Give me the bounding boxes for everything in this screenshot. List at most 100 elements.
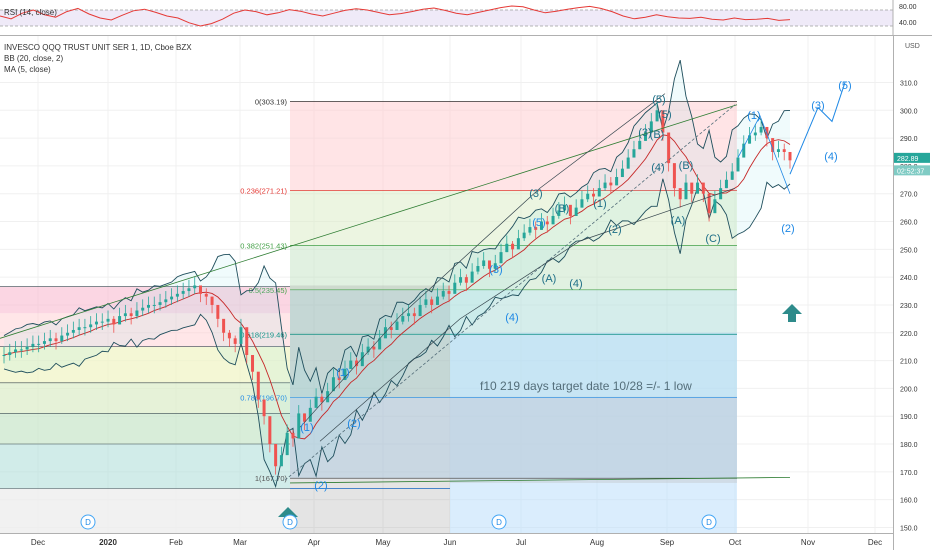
candle-body [545,221,549,225]
wave-label: (3) [489,264,502,276]
candle-body [83,327,87,329]
candle-body [158,302,162,305]
candle-body [782,149,786,152]
fib-level-label: 0.236(271.21) [240,186,287,195]
candle-body [672,163,676,189]
candle-body [129,313,133,317]
candle-body [251,355,255,372]
target-annotation: f10 219 days target date 10/28 =/- 1 low [480,379,692,393]
candle-body [239,327,243,344]
candle-body [146,304,150,308]
x-tick-label: Jul [516,538,526,547]
candle-body [418,304,422,317]
candle-body [181,291,185,294]
wave-label: (2) [347,418,360,430]
candle-body [389,327,393,330]
rsi-background [0,0,893,36]
price-tag-box [894,152,930,163]
ma-indicator-label[interactable]: MA (5, close) [4,65,51,74]
candle-body [788,151,792,161]
dividend-marker-label: D [287,518,293,527]
candle-body [210,296,214,305]
up-arrow-projection [782,304,802,322]
fib-zone [290,190,737,246]
candle-body [141,307,145,311]
candle-body [453,282,457,294]
candle-body [719,188,723,200]
candle-body [407,313,411,317]
candle-body [297,413,301,439]
candle-body [522,232,526,239]
candle-body [118,316,122,325]
candle-body [464,277,468,283]
candle-body [77,327,81,330]
fib-level-label: 0.382(251.43) [240,241,287,250]
candle-body [678,188,682,200]
candle-body [164,299,168,303]
dividend-marker [80,514,96,530]
fib-band-left [0,346,290,383]
rsi-label: RSI (14, close) [4,8,57,17]
candle-body [395,321,399,330]
x-tick-label: 2020 [99,538,117,547]
x-tick-label: Feb [169,538,183,547]
candle-body [274,444,278,467]
candle-body [337,377,341,381]
candle-body [187,288,191,292]
candle-body [360,352,364,367]
wave-label: (5) [532,217,545,229]
candle-body [771,138,775,152]
bb-indicator-label[interactable]: BB (20, close, 2) [4,54,64,63]
wave-label: (B) [650,129,665,141]
candle-body [487,260,491,269]
wave-label: (1) [300,422,313,434]
candle-body [707,193,711,214]
candle-body [534,227,538,230]
candle-body [736,157,740,172]
candle-body [476,266,480,272]
price-chart[interactable]: 0(303.19) 0.236(271.21) 0.382(251.43) 0.5(2… [0,36,932,550]
candle-body [89,324,93,328]
y-tick-label: 260.0 [900,220,918,227]
candle-body [308,407,312,422]
wave-label: (1) [336,367,349,379]
y-tick-label: 240.0 [900,275,918,282]
candle-body [667,132,671,164]
y-axis-background [893,36,932,550]
candle-body [2,355,6,357]
candle-body [349,360,353,369]
candle-body [447,291,451,294]
candle-body [568,204,572,216]
candle-body [31,343,35,347]
candle-body [580,199,584,208]
candle-body [505,243,509,253]
channel-lower [319,187,736,442]
candle-body [175,293,179,297]
candle-body [511,243,515,250]
y-tick-label: 290.0 [900,136,918,143]
candle-body [112,318,116,325]
y-tick-label: 150.0 [900,525,918,532]
bb-upper [3,60,791,394]
candle-body [268,416,272,445]
price-tag-label: 02:52:37 [897,168,924,175]
candle-body [609,182,613,186]
candle-body [626,157,630,169]
candle-body [343,368,347,381]
candle-body [765,126,769,139]
candle-body [216,304,220,319]
wave-label: (3) [529,188,542,200]
candle-body [8,352,12,356]
candle-body [655,110,659,122]
candle-body [204,293,208,297]
candle-body [551,215,555,225]
candle-body [54,338,58,342]
candle-body [563,204,567,211]
y-tick-label: 220.0 [900,331,918,338]
candle-body [331,377,335,392]
y-tick-label: 310.0 [900,80,918,87]
candle-body [193,285,197,289]
candle-body [661,110,665,133]
candle-body [135,310,139,317]
